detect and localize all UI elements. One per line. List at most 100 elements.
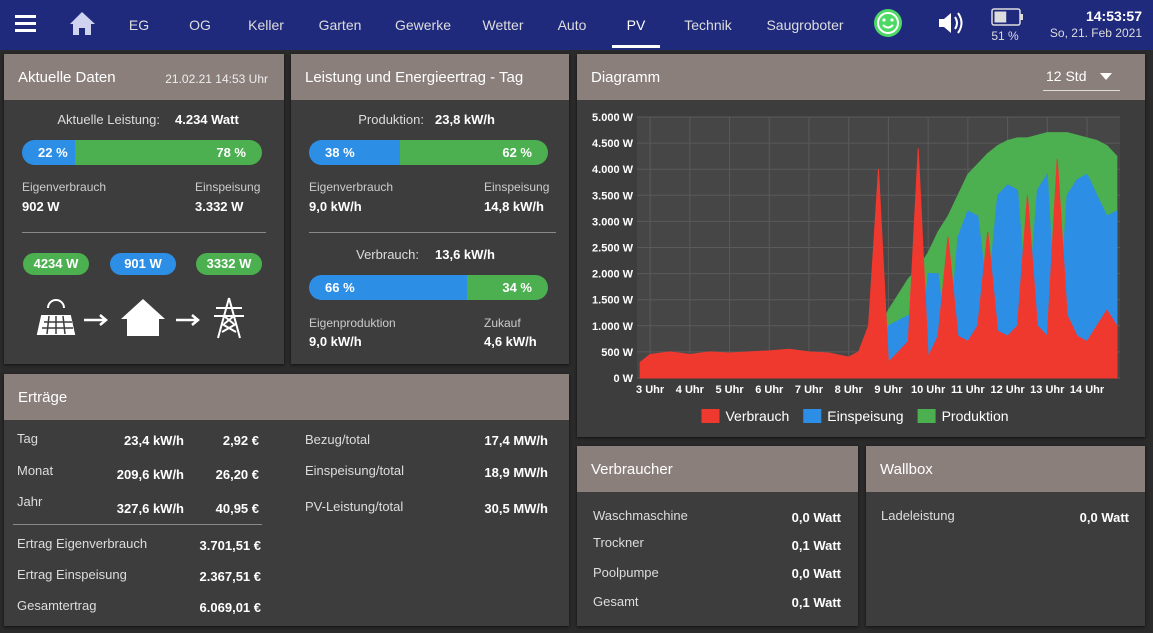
row-label: Poolpumpe: [593, 565, 659, 580]
ratio-bar: 66 % 34 %: [309, 275, 548, 300]
value: 9,0 kW/h: [309, 199, 362, 214]
row-value: 23,4 kW/h: [124, 433, 184, 448]
row-label: Ertrag Einspeisung: [17, 567, 127, 582]
x-tick-label: 10 Uhr: [911, 384, 946, 396]
value: 3.332 W: [195, 199, 244, 214]
top-nav: EG OG Keller Garten Gewerke Wetter Auto PV Techn…: [0, 0, 1153, 50]
battery-icon: [991, 8, 1023, 26]
row-value: 209,6 kW/h: [116, 467, 184, 482]
menu-button[interactable]: [15, 15, 36, 32]
panel-header: [577, 446, 858, 492]
x-tick-label: 4 Uhr: [676, 384, 705, 396]
panel-header: [4, 54, 284, 100]
label: Einspeisung: [484, 180, 550, 194]
range-select[interactable]: 12 Std: [1043, 64, 1120, 91]
battery-label: 51 %: [991, 29, 1019, 43]
bar-label: 38 %: [325, 145, 355, 160]
y-tick-label: 3.500 W: [592, 190, 634, 202]
panel-title: Leistung und Energieertrag - Tag: [305, 69, 524, 86]
panel-header: [866, 446, 1145, 492]
row-value: 2.367,51 €: [199, 569, 261, 584]
verbraucher-panel: Verbraucher Waschmaschine 0,0 Watt Trock…: [577, 446, 858, 626]
nav-item[interactable]: OG: [189, 17, 211, 33]
nav-item[interactable]: EG: [128, 17, 150, 33]
value: 4,6 kW/h: [484, 334, 537, 349]
row-value: 40,95 €: [215, 501, 259, 516]
row-label: Bezug/total: [305, 432, 371, 447]
nav-item[interactable]: Keller: [248, 17, 284, 33]
house-icon: [121, 299, 165, 336]
pylon-icon: [214, 297, 244, 339]
x-tick-label: 8 Uhr: [835, 384, 864, 396]
panel-header: [577, 54, 1145, 100]
label: Eigenverbrauch: [22, 180, 107, 194]
volume-button[interactable]: [939, 12, 963, 34]
bar-segment: 34 %: [466, 275, 548, 300]
label: Zukauf: [484, 316, 521, 330]
nav-item[interactable]: Gewerke: [394, 17, 452, 33]
row-label: PV-Leistung/total: [305, 499, 404, 514]
badge: 4234 W: [23, 253, 89, 275]
home-button[interactable]: [70, 12, 95, 35]
value: 9,0 kW/h: [309, 334, 362, 349]
row-value: 6.069,01 €: [199, 600, 261, 615]
bar-label: 62 %: [502, 145, 532, 160]
nav-item[interactable]: Auto: [557, 17, 587, 33]
x-tick-label: 7 Uhr: [795, 384, 824, 396]
separator: [309, 232, 556, 233]
row-label: Ertrag Eigenverbrauch: [17, 536, 148, 551]
legend-swatch: [701, 409, 720, 423]
row-label: Monat: [17, 463, 54, 478]
row-label: Tag: [17, 431, 38, 446]
bar-label: 78 %: [216, 145, 246, 160]
bar-segment: 38 %: [309, 140, 400, 165]
mood-icon: [874, 9, 902, 37]
aktuelle-daten-panel: Aktuelle Daten 21.02.21 14:53 Uhr Aktuel…: [4, 54, 284, 364]
range-value: 12 Std: [1046, 68, 1087, 84]
row-value: 2,92 €: [222, 433, 259, 448]
label: Einspeisung: [195, 180, 261, 194]
x-tick-label: 6 Uhr: [755, 384, 784, 396]
label: Verbrauch:: [356, 247, 419, 262]
flow-icons: [36, 297, 244, 339]
x-tick-label: 5 Uhr: [715, 384, 744, 396]
label: Aktuelle Leistung:: [57, 112, 160, 127]
nav-item[interactable]: PV: [626, 17, 646, 33]
y-tick-label: 0 W: [613, 373, 633, 385]
bar-segment: 66 %: [309, 275, 467, 300]
x-tick-label: 3 Uhr: [636, 384, 665, 396]
row-label: Jahr: [17, 494, 43, 509]
legend: Verbrauch Einspeisung Produktion: [701, 408, 1009, 424]
arrow: [176, 314, 200, 326]
row-value: 3.701,51 €: [199, 538, 261, 553]
legend-swatch: [917, 409, 936, 423]
ratio-bar: 22 % 78 %: [22, 140, 262, 165]
row-value: 0,0 Watt: [1079, 510, 1129, 525]
bar-label: 22 %: [38, 145, 68, 160]
separator: [22, 232, 266, 233]
row-value: 26,20 €: [215, 467, 259, 482]
label: Eigenverbrauch: [309, 180, 394, 194]
y-tick-label: 1.500 W: [592, 295, 634, 307]
legend-label: Verbrauch: [725, 408, 789, 424]
x-tick-label: 9 Uhr: [874, 384, 903, 396]
bar-segment: 22 %: [22, 140, 75, 165]
row-value: 0,0 Watt: [791, 566, 841, 581]
y-tick-label: 4.000 W: [592, 164, 634, 176]
bar-label: 34 %: [502, 280, 532, 295]
nav-item[interactable]: Saugroboter: [766, 17, 844, 33]
nav-item[interactable]: Wetter: [482, 17, 524, 33]
row-value: 0,1 Watt: [791, 538, 841, 553]
y-tick-label: 2.000 W: [592, 269, 634, 281]
row-value: 327,6 kW/h: [116, 501, 184, 516]
label: Produktion:: [358, 112, 424, 127]
y-tick-label: 4.500 W: [592, 138, 634, 150]
panel-header: [291, 54, 569, 100]
dropdown-arrow: [1100, 73, 1112, 80]
panel-header: [4, 374, 569, 420]
row-value: 30,5 MW/h: [484, 501, 548, 516]
nav-item[interactable]: Garten: [318, 17, 362, 33]
nav-item[interactable]: Technik: [684, 17, 732, 33]
row-value: 18,9 MW/h: [484, 465, 548, 480]
badge: 3332 W: [196, 253, 262, 275]
